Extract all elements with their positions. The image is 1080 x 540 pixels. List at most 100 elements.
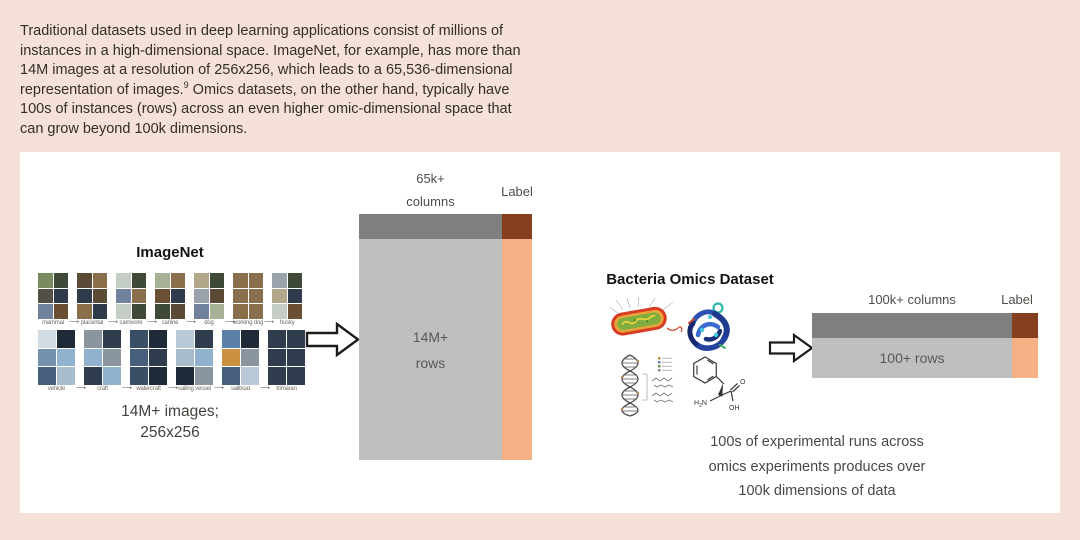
imagenet-data-matrix: 14M+ rows <box>359 214 532 460</box>
thumbnail-mosaic <box>155 273 185 319</box>
thumbnail-tile <box>38 330 56 348</box>
imagenet-thumbnail-grid: trimaran <box>268 330 305 393</box>
imagenet-matrix-label-title: Label <box>501 184 533 199</box>
thumbnail-tile <box>53 288 68 304</box>
thumbnail-tile <box>268 367 286 385</box>
figure-panel: ImageNet mammal ⟶ placental ⟶ carnivore ⟶ cani… <box>20 152 1060 513</box>
thumbnail-tile <box>287 273 303 288</box>
omics-matrix-rows-label: 100+ rows <box>879 350 945 366</box>
imagenet-thumbnail-grid: craft <box>84 330 121 393</box>
thumbnail-tile <box>116 273 131 288</box>
intro-paragraph: Traditional datasets used in deep learni… <box>20 22 526 139</box>
thumbnail-tile <box>272 288 287 304</box>
callout-bracket <box>642 373 648 401</box>
thumbnail-tile <box>272 304 287 319</box>
thumbnail-mosaic <box>272 273 303 319</box>
imagenet-rows-label-line2: rows <box>415 354 446 371</box>
thumbnail-tile <box>53 273 68 288</box>
imagenet-grid-row: mammal ⟶ placental ⟶ carnivore ⟶ canine ⟶ dog ⟶ wo… <box>38 273 306 327</box>
imagenet-thumbnail-grid: canine <box>155 273 185 327</box>
thumbnail-tile <box>222 330 240 348</box>
thumbnail-tile <box>209 273 224 288</box>
thumbnail-tile <box>248 304 264 319</box>
thumbnail-tile <box>92 273 107 288</box>
omics-matrix-columns-label: 100k+ columns <box>868 292 956 307</box>
concept-arrow-icon: ⟶ <box>76 385 87 392</box>
concept-arrow-icon: ⟶ <box>186 319 197 326</box>
concept-label: mammal <box>42 320 64 326</box>
imagenet-rows-label-line1: 14M+ <box>412 328 449 345</box>
concept-label: sailboat <box>230 386 251 392</box>
thumbnail-tile <box>195 367 213 385</box>
omics-caption: 100s of experimental runs across omics e… <box>677 430 957 504</box>
thumbnail-tile <box>57 348 75 367</box>
thumbnail-tile <box>38 288 53 304</box>
omics-matrix-body: 100+ rows <box>812 338 1012 378</box>
phenylalanine-molecule-illustration: H2N O OH <box>693 356 746 412</box>
thumbnail-tile <box>103 348 121 367</box>
thumbnail-tile <box>287 288 303 304</box>
concept-arrow-icon: ⟶ <box>260 385 271 392</box>
imagenet-thumbnail-grid: carnivore <box>116 273 146 327</box>
thumbnail-tile <box>84 367 102 385</box>
imagenet-caption: 14M+ images; 256x256 <box>38 401 302 443</box>
thumbnail-tile <box>272 273 287 288</box>
thumbnail-tile <box>131 273 146 288</box>
thumbnail-tile <box>103 367 121 385</box>
thumbnail-mosaic <box>116 273 146 319</box>
thumbnail-tile <box>38 367 56 385</box>
hydroxyl-group-label: OH <box>729 405 740 412</box>
thumbnail-tile <box>155 288 170 304</box>
concept-label: trimaran <box>276 386 297 392</box>
omics-data-matrix: 100+ rows <box>812 313 1038 378</box>
thumbnail-tile <box>130 330 148 348</box>
thumbnail-tile <box>209 304 224 319</box>
thumbnail-tile <box>130 367 148 385</box>
imagenet-columns-label-line1: 65k+ <box>416 171 445 186</box>
thumbnail-tile <box>38 273 53 288</box>
thumbnail-mosaic <box>233 273 264 319</box>
intro-text-after: Omics datasets, on the other hand, typic… <box>20 81 512 137</box>
thumbnail-tile <box>195 330 213 348</box>
thumbnail-tile <box>149 348 167 367</box>
thumbnail-mosaic <box>176 330 213 385</box>
imagenet-matrix-rows-label: 14M+ rows <box>413 324 448 376</box>
thumbnail-tile <box>103 330 121 348</box>
omics-matrix-label-column <box>1012 338 1038 378</box>
thumbnail-mosaic <box>77 273 107 319</box>
thumbnail-tile <box>194 273 209 288</box>
concept-label: watercraft <box>136 386 161 392</box>
amine-group-label: H2N <box>694 400 707 409</box>
thumbnail-tile <box>268 348 286 367</box>
thumbnail-tile <box>92 288 107 304</box>
thumbnail-tile <box>155 304 170 319</box>
thumbnail-tile <box>149 330 167 348</box>
imagenet-grid-row: vehicle ⟶ craft ⟶ watercraft ⟶ sailing vessel ⟶… <box>38 330 306 393</box>
imagenet-thumbnail-grid: placental <box>77 273 107 327</box>
concept-label: vehicle <box>47 386 66 392</box>
thumbnail-tile <box>170 273 185 288</box>
thumbnail-tile <box>57 330 75 348</box>
protein-ribbon-illustration <box>687 302 730 351</box>
thumbnail-tile <box>287 367 305 385</box>
concept-arrow-icon: ⟶ <box>147 319 158 326</box>
thumbnail-tile <box>194 304 209 319</box>
thumbnail-tile <box>116 304 131 319</box>
thumbnail-tile <box>209 288 224 304</box>
thumbnail-tile <box>176 348 194 367</box>
bacteria-cell-illustration <box>608 296 683 336</box>
carbonyl-oxygen-label: O <box>740 379 746 386</box>
imagenet-thumbnail-grid: mammal <box>38 273 68 327</box>
thumbnail-tile <box>53 304 68 319</box>
concept-arrow-icon: ⟶ <box>108 319 119 326</box>
thumbnail-mosaic <box>268 330 305 385</box>
omics-matrix-label-title: Label <box>1001 292 1033 307</box>
imagenet-columns-label-line2: columns <box>406 194 455 209</box>
imagenet-caption-line1: 14M+ images; <box>121 403 219 420</box>
thumbnail-tile <box>130 348 148 367</box>
concept-label: canine <box>161 320 179 326</box>
thumbnail-tile <box>131 288 146 304</box>
thumbnail-tile <box>233 304 248 319</box>
right-block-arrow-icon <box>305 321 361 358</box>
